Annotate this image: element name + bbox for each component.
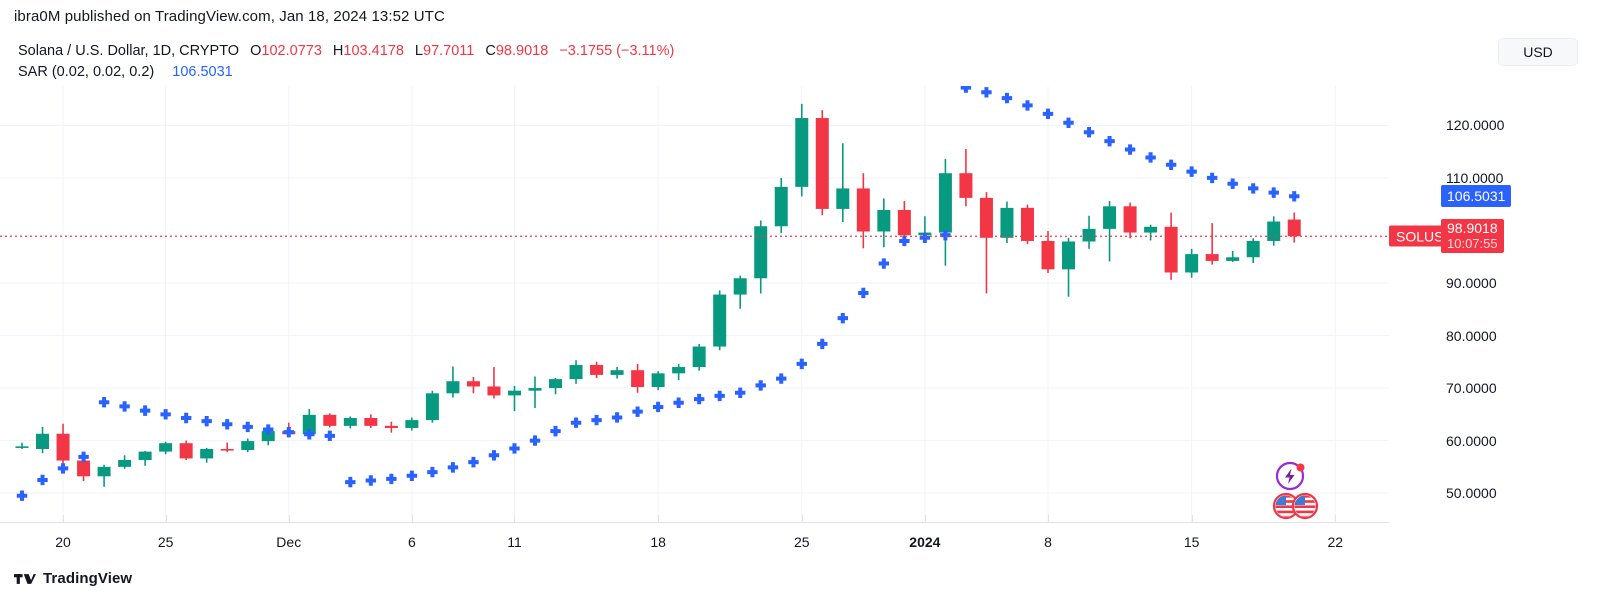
time-axis-tick: 18	[650, 534, 666, 550]
currency-button[interactable]: USD	[1498, 38, 1578, 66]
legend-close-value: 98.9018	[495, 43, 549, 59]
price-axis-tick: 80.0000	[1446, 327, 1497, 344]
price-axis-tick: 90.0000	[1446, 274, 1497, 291]
legend-open-label: O	[250, 43, 262, 59]
floating-badges[interactable]	[1272, 461, 1332, 523]
time-axis-tick-mark	[63, 515, 65, 523]
last-price-badge: 98.9018 10:07:55	[1441, 219, 1504, 254]
time-axis-tick-mark	[924, 515, 926, 523]
legend-low-label: L	[414, 43, 423, 59]
time-axis-tick: 11	[507, 534, 522, 550]
price-axis-tick: 50.0000	[1446, 485, 1497, 502]
legend-symbol[interactable]: Solana / U.S. Dollar, 1D, CRYPTO	[18, 43, 240, 59]
time-axis-tick-mark	[1191, 515, 1193, 523]
time-axis-tick-mark	[658, 515, 660, 523]
lightning-badge-icon	[1275, 461, 1305, 491]
time-axis-tick-mark	[288, 515, 290, 523]
chart-plot-area[interactable]	[0, 86, 1389, 522]
candlestick-svg	[0, 86, 1389, 522]
legend-high-value: 103.4178	[343, 43, 404, 59]
chart-legend: Solana / U.S. Dollar, 1D, CRYPTO O102.07…	[18, 41, 674, 83]
time-axis-tick-mark	[801, 515, 803, 523]
footer-brand-label: TradingView	[43, 570, 133, 587]
legend-indicator-name[interactable]: SAR (0.02, 0.02, 0.2)	[18, 64, 155, 80]
last-price-countdown: 10:07:55	[1447, 236, 1498, 252]
time-axis-tick: 6	[407, 534, 416, 550]
tradingview-logo-icon	[14, 573, 36, 584]
time-axis[interactable]: 20 25 Dec 6 11 18 25 2024 8 15 22	[0, 515, 1389, 559]
time-axis-tick: 25	[157, 534, 174, 550]
price-axis-tick: 60.0000	[1446, 432, 1497, 449]
time-axis-tick: 20	[55, 534, 71, 550]
price-axis-tick: 70.0000	[1446, 380, 1497, 397]
legend-high-label: H	[332, 43, 344, 59]
time-axis-tick: Dec	[276, 534, 302, 550]
sar-price-badge: 106.5031	[1441, 185, 1512, 208]
legend-row-symbol: Solana / U.S. Dollar, 1D, CRYPTO O102.07…	[18, 41, 674, 62]
time-axis-tick: 15	[1183, 534, 1200, 550]
time-axis-tick-mark	[1335, 515, 1337, 523]
time-axis-tick: 2024	[909, 534, 941, 550]
badge-group-svg	[1272, 461, 1319, 520]
legend-indicator-value: 106.5031	[172, 64, 233, 80]
price-axis-tick: 110.0000	[1446, 169, 1504, 186]
time-axis-tick: 25	[793, 534, 810, 550]
price-axis[interactable]: 120.0000 110.0000 90.0000 80.0000 70.0000 60.…	[1389, 86, 1600, 522]
time-axis-tick: 22	[1327, 534, 1344, 550]
price-axis-tick: 120.0000	[1446, 117, 1505, 134]
legend-change-value: −3.1755 (−3.11%)	[559, 43, 675, 59]
footer-brand[interactable]: TradingView	[14, 570, 132, 587]
attribution-text: ibra0M published on TradingView.com, Jan…	[14, 8, 445, 25]
time-axis-tick: 8	[1044, 534, 1052, 550]
legend-open-value: 102.0773	[261, 43, 322, 59]
time-axis-tick-mark	[514, 515, 516, 523]
legend-row-indicator: SAR (0.02, 0.02, 0.2) 106.5031	[18, 62, 674, 83]
time-axis-tick-mark	[411, 515, 413, 523]
time-axis-tick-mark	[1048, 515, 1049, 523]
legend-low-value: 97.7011	[423, 43, 475, 59]
us-flag-badge-icon-2	[1291, 492, 1319, 520]
legend-close-label: C	[485, 43, 496, 59]
time-axis-tick-mark	[165, 515, 167, 523]
last-price-value: 98.9018	[1447, 220, 1498, 237]
